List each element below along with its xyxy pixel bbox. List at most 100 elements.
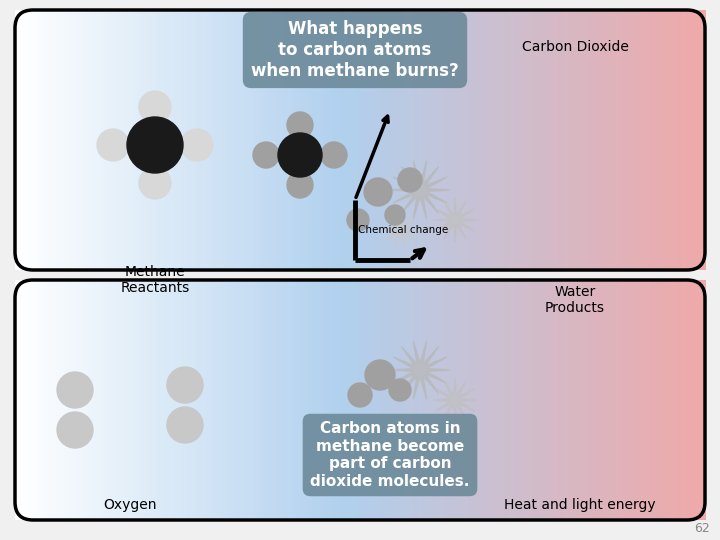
Polygon shape <box>382 213 418 247</box>
Bar <box>186 280 191 520</box>
Bar <box>486 10 492 270</box>
Bar <box>400 280 405 520</box>
Bar <box>112 280 117 520</box>
Bar <box>251 10 256 270</box>
Bar <box>632 280 638 520</box>
Bar <box>145 10 150 270</box>
Bar <box>35 280 40 520</box>
Bar <box>422 10 428 270</box>
Bar <box>263 280 268 520</box>
Circle shape <box>287 112 313 138</box>
Bar <box>554 280 560 520</box>
Bar <box>307 280 312 520</box>
Circle shape <box>347 209 369 231</box>
Bar <box>636 10 642 270</box>
Bar <box>559 10 564 270</box>
Bar <box>283 280 288 520</box>
Bar <box>303 10 308 270</box>
Bar <box>92 10 97 270</box>
Circle shape <box>97 129 129 161</box>
Bar <box>572 10 578 270</box>
Bar <box>459 10 464 270</box>
Bar <box>550 280 555 520</box>
Text: Water
Products: Water Products <box>545 285 605 315</box>
Bar <box>627 10 633 270</box>
Bar <box>650 280 656 520</box>
Bar <box>178 280 183 520</box>
Bar <box>595 10 601 270</box>
Bar <box>121 10 126 270</box>
Bar <box>486 280 492 520</box>
Bar <box>202 280 207 520</box>
Bar <box>214 280 219 520</box>
Circle shape <box>364 178 392 206</box>
Bar <box>320 10 325 270</box>
Bar <box>636 280 642 520</box>
Bar <box>279 280 284 520</box>
Bar <box>246 280 251 520</box>
Bar <box>454 10 459 270</box>
Bar <box>283 10 288 270</box>
Bar <box>186 10 191 270</box>
Bar <box>210 280 215 520</box>
Bar <box>275 280 280 520</box>
Bar <box>682 280 688 520</box>
Bar <box>15 280 20 520</box>
Bar <box>194 280 199 520</box>
Bar <box>404 10 410 270</box>
Bar <box>650 10 656 270</box>
Bar <box>400 10 405 270</box>
Bar <box>372 10 377 270</box>
Bar <box>230 280 235 520</box>
Bar <box>605 10 610 270</box>
Bar <box>181 10 186 270</box>
Bar <box>132 280 138 520</box>
Bar <box>48 10 53 270</box>
Bar <box>449 280 455 520</box>
Bar <box>35 10 40 270</box>
Bar <box>31 10 36 270</box>
Bar <box>654 280 660 520</box>
Bar <box>386 280 391 520</box>
Polygon shape <box>433 378 477 422</box>
Bar <box>275 10 280 270</box>
Bar <box>84 280 89 520</box>
Bar <box>701 10 706 270</box>
Bar <box>189 10 194 270</box>
Bar <box>591 280 596 520</box>
Bar <box>632 10 638 270</box>
Bar <box>92 280 97 520</box>
Bar <box>660 280 665 520</box>
Bar <box>582 10 588 270</box>
Bar <box>267 10 272 270</box>
Polygon shape <box>433 198 477 242</box>
Bar <box>235 280 240 520</box>
Bar <box>660 10 665 270</box>
Bar <box>477 280 482 520</box>
Bar <box>279 10 284 270</box>
Bar <box>559 280 564 520</box>
Bar <box>129 10 134 270</box>
Bar <box>340 10 346 270</box>
Bar <box>43 10 48 270</box>
Bar <box>206 10 211 270</box>
Bar <box>263 10 268 270</box>
Bar <box>463 10 469 270</box>
Bar <box>627 280 633 520</box>
Bar <box>255 280 260 520</box>
Bar <box>55 10 60 270</box>
Bar <box>687 10 693 270</box>
Bar <box>418 10 423 270</box>
Circle shape <box>57 372 93 408</box>
Circle shape <box>278 133 322 177</box>
Bar <box>174 280 179 520</box>
Bar <box>198 10 203 270</box>
Bar <box>509 280 514 520</box>
Bar <box>572 280 578 520</box>
Bar <box>531 280 537 520</box>
Bar <box>303 280 308 520</box>
Bar <box>673 10 679 270</box>
Bar <box>431 280 437 520</box>
Bar <box>422 280 428 520</box>
Bar <box>618 10 624 270</box>
